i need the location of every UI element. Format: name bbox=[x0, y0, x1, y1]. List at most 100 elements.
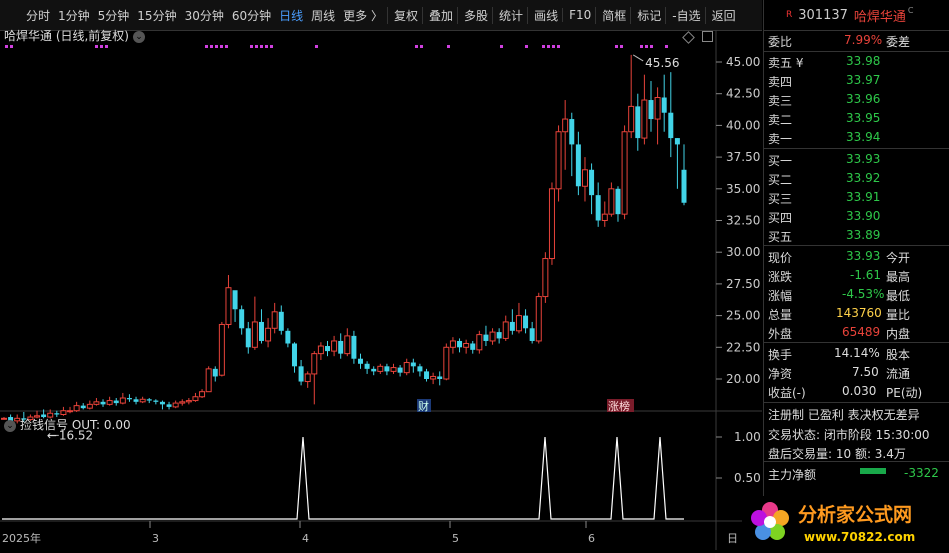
quote-right-label: 今开 bbox=[886, 251, 911, 265]
signal-dot bbox=[220, 45, 223, 48]
buy-label: 买五 bbox=[768, 230, 793, 244]
period-tab-7[interactable]: 周线 bbox=[311, 8, 336, 23]
signal-dot bbox=[415, 45, 418, 48]
status-row: 交易状态: 闭市阶段 15:30:00 bbox=[764, 424, 949, 443]
buy-row: 买五 33.89 bbox=[764, 226, 949, 245]
candle-body bbox=[179, 401, 186, 404]
toolbar-button-6[interactable]: 简框 bbox=[595, 6, 630, 24]
candle-body bbox=[139, 398, 146, 403]
y-tick-label: 40.00 bbox=[726, 118, 760, 132]
candle-body bbox=[681, 169, 687, 203]
candle-body bbox=[199, 391, 206, 398]
candle-body bbox=[529, 328, 535, 341]
chevron-down-icon[interactable]: ⌄ bbox=[4, 419, 16, 432]
window-square-icon[interactable] bbox=[702, 31, 713, 42]
period-tab-8[interactable]: 更多 〉 bbox=[343, 8, 383, 23]
candle-body bbox=[437, 376, 443, 379]
signal-dot bbox=[650, 45, 653, 48]
candle-body bbox=[608, 188, 615, 215]
toolbar-button-5[interactable]: F10 bbox=[562, 8, 595, 22]
quote-row: 涨跌 -1.61 最高 bbox=[764, 266, 949, 285]
candle-body bbox=[615, 188, 621, 215]
webi-row: 委比 7.99% 委差 bbox=[764, 31, 949, 50]
candle-body bbox=[424, 371, 430, 379]
candle-body bbox=[126, 398, 132, 400]
candle-body bbox=[648, 100, 654, 120]
candle-body bbox=[93, 401, 100, 405]
stat-label: 净资 bbox=[768, 367, 793, 381]
candle-body bbox=[239, 309, 245, 329]
candle-body bbox=[463, 342, 470, 348]
c-badge: C bbox=[907, 5, 914, 15]
period-tab-1[interactable]: 1分钟 bbox=[58, 8, 90, 23]
period-tab-3[interactable]: 15分钟 bbox=[137, 8, 177, 23]
signal-line bbox=[2, 436, 684, 520]
candle-body bbox=[509, 321, 515, 331]
signal-dot bbox=[10, 45, 13, 48]
period-tab-6[interactable]: 日线 bbox=[279, 8, 304, 23]
buy-row: 买四 33.90 bbox=[764, 207, 949, 226]
x-tick-label: 3 bbox=[152, 532, 159, 545]
period-tab-0[interactable]: 分时 bbox=[26, 8, 51, 23]
candle-body bbox=[496, 332, 502, 339]
quote-label: 外盘 bbox=[768, 327, 793, 341]
toolbar-button-9[interactable]: 返回 bbox=[704, 6, 740, 24]
reg-row: 注册制 已盈利 表决权无差异 bbox=[764, 404, 949, 423]
toolbar-button-4[interactable]: 画线 bbox=[527, 6, 562, 24]
candle-body bbox=[674, 138, 680, 145]
main-flow-label: 主力净额 bbox=[768, 468, 817, 482]
candle-body bbox=[41, 414, 47, 418]
sell-row: 卖二 33.95 bbox=[764, 109, 949, 128]
stat-value: 14.14% bbox=[834, 346, 880, 360]
quote-label: 涨幅 bbox=[768, 289, 793, 303]
period-tab-5[interactable]: 60分钟 bbox=[231, 8, 272, 23]
y-tick-label: 27.50 bbox=[726, 277, 760, 291]
signal-dot bbox=[500, 45, 503, 48]
sell-row: 卖四 33.97 bbox=[764, 71, 949, 90]
candlestick-chart[interactable]: 45.00 42.50 40.00 37.50 35.00 32.50 30.00 27.50… bbox=[0, 30, 762, 550]
toolbar-button-0[interactable]: 复权 bbox=[387, 6, 422, 24]
toolbar-button-2[interactable]: 多股 bbox=[457, 6, 492, 24]
stat-right-label: 股本 bbox=[886, 348, 911, 362]
signal-dot bbox=[270, 45, 273, 48]
candle-body bbox=[668, 112, 674, 139]
quote-right-label: 内盘 bbox=[886, 327, 911, 341]
signal-dot bbox=[447, 45, 450, 48]
low-label: 16.52 bbox=[59, 428, 93, 442]
candle-body bbox=[654, 97, 661, 120]
stock-name: 哈焊华通 bbox=[853, 9, 906, 25]
toolbar-button-7[interactable]: 标记 bbox=[630, 6, 665, 24]
quote-row: 现价 33.93 今开 bbox=[764, 247, 949, 266]
stat-right-label: PE(动) bbox=[886, 386, 923, 400]
candle-body bbox=[351, 335, 357, 359]
buy-label: 买三 bbox=[768, 192, 793, 206]
sell-price: 33.98 bbox=[846, 54, 881, 68]
period-tab-4[interactable]: 30分钟 bbox=[184, 8, 224, 23]
candle-body bbox=[232, 290, 238, 310]
stat-row: 换手 14.14% 股本 bbox=[764, 344, 949, 363]
candle-body bbox=[641, 99, 648, 139]
toolbar-button-1[interactable]: 叠加 bbox=[422, 6, 457, 24]
stat-label: 换手 bbox=[768, 348, 793, 362]
marker-zhang-bg bbox=[607, 399, 634, 412]
candle-body bbox=[21, 418, 27, 420]
chevron-down-icon[interactable]: ⌄ bbox=[133, 30, 145, 43]
toolbar-button-3[interactable]: 统计 bbox=[492, 6, 527, 24]
candle-body bbox=[403, 362, 410, 374]
signal-dot bbox=[665, 45, 668, 48]
toolbar-button-8[interactable]: -自选 bbox=[665, 6, 704, 24]
candle-body bbox=[377, 365, 384, 372]
candle-body bbox=[555, 131, 562, 190]
candle-body bbox=[535, 296, 542, 342]
indicator-title[interactable]: ⌄ 捡钱信号 OUT: 0.00 bbox=[4, 416, 131, 433]
sell-row: 卖三 33.96 bbox=[764, 90, 949, 109]
candle-body bbox=[225, 287, 232, 325]
buy-price: 33.90 bbox=[846, 209, 881, 223]
stat-value: 0.030 bbox=[842, 384, 877, 398]
candle-body bbox=[502, 321, 509, 339]
candle-body bbox=[661, 97, 667, 113]
period-tab-2[interactable]: 5分钟 bbox=[97, 8, 130, 23]
quote-panel: R 301137 哈焊华通 C 委比 7.99% 委差 卖五 ¥ 33.98 卖四 33.9… bbox=[763, 0, 949, 550]
signal-dot bbox=[105, 45, 108, 48]
y-tick-label: 25.00 bbox=[726, 309, 760, 323]
